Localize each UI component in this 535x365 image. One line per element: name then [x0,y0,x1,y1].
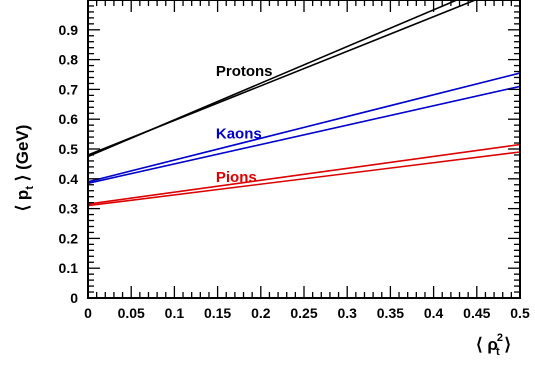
series-line-pions-2 [88,151,520,207]
y-tick-label: 0.1 [59,260,79,276]
x-tick-label: 0.1 [165,305,185,321]
series-line-kaons-2 [88,85,520,185]
x-tick-label: 0.05 [118,305,145,321]
x-axis-title: ⟨ ρ2 t ⟩ [476,332,511,358]
y-tick-label: 0 [70,290,78,306]
y-axis-title: ⟨ pt ⟩ (GeV) [13,125,36,212]
x-tick-label: 0.3 [337,305,357,321]
x-tick-label: 0 [84,305,92,321]
series-line-protons-2 [88,0,459,158]
plot-frame [87,0,521,299]
y-tick-label: 0.9 [59,22,79,38]
series-label-protons: Protons [216,63,273,80]
x-tick-label: 0.35 [377,305,404,321]
series-label-pions: Pions [216,169,257,186]
y-tick-label: 0.8 [59,52,79,68]
y-tick-label: 0.7 [59,81,79,97]
x-tick-label: 0.15 [204,305,231,321]
x-tick-label: 0.45 [463,305,490,321]
y-tick-label: 0.2 [59,230,79,246]
series-line-kaons-1 [88,72,520,183]
x-tick-label: 0.25 [290,305,317,321]
y-tick-label: 0.5 [59,141,79,157]
x-tick-label: 0.2 [251,305,271,321]
series-label-kaons: Kaons [216,126,262,143]
y-tick-label: 0.3 [59,201,79,217]
y-tick-label: 0.4 [59,171,79,187]
x-tick-label: 0.5 [510,305,530,321]
series-line-pions-1 [88,143,520,205]
y-tick-label: 0.6 [59,111,79,127]
series-line-protons-1 [88,0,478,156]
x-tick-label: 0.4 [424,305,444,321]
